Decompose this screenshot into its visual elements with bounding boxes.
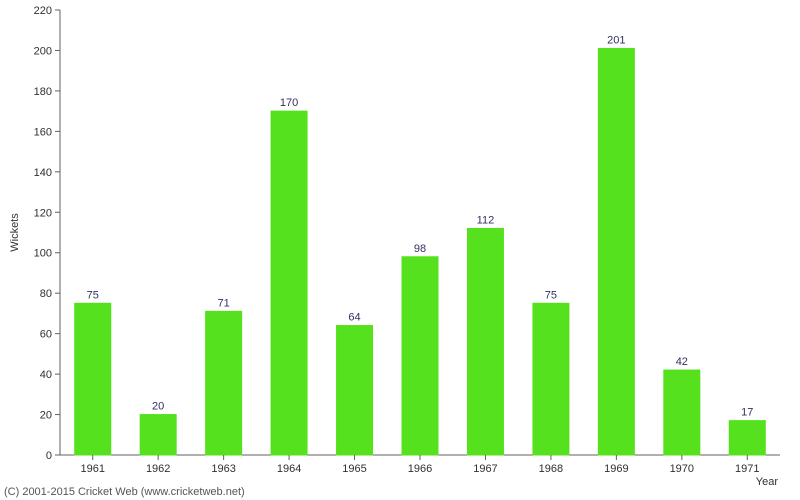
bar-value-label: 20 xyxy=(152,401,164,413)
bar xyxy=(75,303,111,455)
y-tick-label: 180 xyxy=(34,86,52,98)
x-tick-label: 1962 xyxy=(146,463,170,475)
y-tick-label: 80 xyxy=(40,288,52,300)
bar xyxy=(467,228,503,455)
bar xyxy=(140,415,176,455)
x-tick-label: 1966 xyxy=(408,463,432,475)
bar xyxy=(402,257,438,455)
bar xyxy=(664,370,700,455)
x-axis-label: Year xyxy=(756,476,779,488)
x-tick-label: 1961 xyxy=(80,463,104,475)
bar-value-label: 71 xyxy=(218,297,230,309)
bar-value-label: 170 xyxy=(280,97,298,109)
y-tick-label: 20 xyxy=(40,410,52,422)
x-tick-label: 1969 xyxy=(604,463,628,475)
y-tick-label: 200 xyxy=(34,45,52,57)
chart-container: 0 20 40 60 80 100 120 140 160 180 200 220 Wickets 75 1… xyxy=(0,0,800,500)
bar xyxy=(533,303,569,455)
y-tick-label: 220 xyxy=(34,5,52,17)
bar xyxy=(206,311,242,455)
bar-value-label: 64 xyxy=(348,312,360,324)
bar xyxy=(337,326,373,455)
y-tick-label: 60 xyxy=(40,329,52,341)
x-tick-label: 1968 xyxy=(539,463,563,475)
bar-value-label: 42 xyxy=(676,356,688,368)
bar-value-label: 17 xyxy=(741,407,753,419)
bar-value-label: 75 xyxy=(87,289,99,301)
y-tick-label: 0 xyxy=(46,450,52,462)
y-tick-label: 120 xyxy=(34,207,52,219)
bar xyxy=(271,111,307,455)
bar-value-label: 98 xyxy=(414,243,426,255)
x-tick-label: 1963 xyxy=(211,463,235,475)
y-tick-label: 100 xyxy=(34,248,52,260)
x-tick-label: 1964 xyxy=(277,463,301,475)
x-tick-label: 1970 xyxy=(670,463,694,475)
x-tick-label: 1965 xyxy=(342,463,366,475)
y-tick-label: 40 xyxy=(40,369,52,381)
y-axis-label: Wickets xyxy=(9,213,21,252)
x-tick-label: 1971 xyxy=(735,463,759,475)
y-tick-label: 140 xyxy=(34,167,52,179)
bar-value-label: 112 xyxy=(477,214,495,226)
y-tick-label: 160 xyxy=(34,126,52,138)
bar xyxy=(729,421,765,455)
bar-chart: 0 20 40 60 80 100 120 140 160 180 200 220 Wickets 75 1… xyxy=(0,0,800,500)
footer-copyright: (C) 2001-2015 Cricket Web (www.cricketwe… xyxy=(4,486,245,498)
bar-value-label: 201 xyxy=(607,34,625,46)
x-tick-label: 1967 xyxy=(473,463,497,475)
bar-value-label: 75 xyxy=(545,289,557,301)
bar xyxy=(598,48,634,455)
